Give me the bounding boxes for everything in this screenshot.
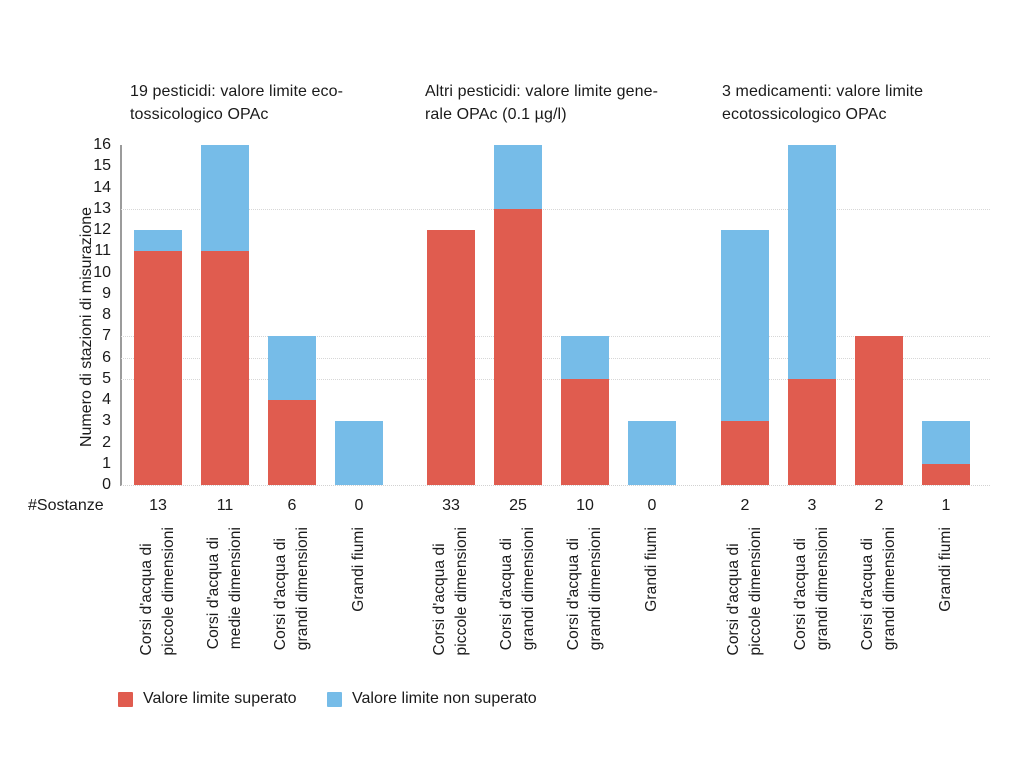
sostanze-value: 0 (647, 497, 657, 514)
y-tick-label: 0 (102, 476, 111, 493)
sostanze-value: 6 (287, 497, 297, 514)
legend: Valore limite superato (118, 690, 297, 708)
bar-segment-non-superato (561, 336, 609, 379)
y-tick-label: 9 (102, 284, 111, 302)
bar-segment-superato (788, 378, 836, 485)
sostanze-value: 10 (576, 497, 594, 514)
gridline-7 (121, 336, 990, 338)
bar-segment-superato (201, 251, 249, 485)
sostanze-value: 13 (149, 497, 167, 514)
y-tick-label: 5 (102, 369, 111, 387)
y-tick-label: 2 (102, 433, 111, 451)
bar-segment-superato (721, 421, 769, 485)
sostanze-value: 2 (740, 497, 750, 514)
category-label: Corsi d'acqua di grandi dimensioni (792, 527, 831, 651)
y-tick-label: 6 (102, 348, 111, 366)
legend-label-superato: Valore limite superato (143, 690, 297, 707)
legend-label-non-superato: Valore limite non superato (352, 690, 537, 707)
bar-segment-non-superato (721, 230, 769, 422)
category-label: Grandi fiumi (643, 527, 660, 612)
y-tick-label: 3 (102, 412, 111, 430)
category-label: Grandi fiumi (937, 527, 954, 612)
category-label: Corsi d'acqua di piccole dimensioni (725, 527, 764, 656)
category-label: Corsi d'acqua di grandi dimensioni (565, 527, 604, 651)
legend-swatch-superato (118, 691, 133, 707)
category-label: Grandi fiumi (350, 527, 367, 612)
bar-segment-superato (855, 336, 903, 485)
bar-segment-superato (494, 208, 542, 485)
bar-segment-superato (561, 378, 609, 485)
gridline-13 (121, 208, 990, 210)
gridline-baseline (121, 485, 990, 486)
y-tick-label: 4 (102, 391, 111, 408)
sostanze-value: 1 (941, 497, 951, 514)
category-label: Corsi d'acqua di grandi dimensioni (498, 527, 537, 651)
y-tick-label: 16 (93, 136, 111, 153)
y-tick-label: 13 (93, 199, 111, 217)
bar-segment-superato (268, 400, 316, 485)
sostanze-value: 11 (216, 497, 234, 514)
legend: Valore limite non superato (327, 690, 537, 708)
bar-segment-non-superato (201, 145, 249, 252)
sostanze-value: 2 (874, 497, 884, 514)
category-label: Corsi d'acqua di piccole dimensioni (138, 527, 177, 656)
sostanze-value: 0 (354, 497, 364, 514)
sostanze-value: 3 (807, 497, 817, 514)
y-tick-label: 8 (102, 306, 111, 323)
category-label: Corsi d'acqua di piccole dimensioni (431, 527, 470, 656)
bar-segment-non-superato (788, 145, 836, 379)
group-title: Altri pesticidi: valore limite gene- ral… (425, 83, 659, 123)
sostanze-value: 25 (509, 497, 527, 514)
category-label: Corsi d'acqua di grandi dimensioni (859, 527, 898, 651)
y-tick-label: 14 (93, 178, 111, 196)
bar-segment-non-superato (494, 145, 542, 209)
y-tick-label: 7 (102, 327, 111, 345)
y-tick-label: 15 (93, 157, 111, 175)
sostanze-value: 33 (442, 497, 460, 514)
bar-segment-non-superato (134, 230, 182, 252)
y-axis-line (120, 145, 122, 486)
y-tick-label: 12 (93, 221, 111, 238)
bar-segment-non-superato (268, 336, 316, 400)
bar-segment-superato (427, 230, 475, 485)
y-tick-label: 10 (93, 263, 111, 281)
category-label: Corsi d'acqua di grandi dimensioni (272, 527, 311, 651)
category-label: Corsi d'acqua di medie dimensioni (205, 527, 244, 650)
y-tick-label: 11 (94, 242, 111, 260)
bar-segment-superato (922, 463, 970, 485)
group-title: 3 medicamenti: valore limite ecotossicol… (722, 83, 924, 123)
gridline-5 (121, 378, 990, 380)
gridline-6 (121, 357, 990, 359)
bar-segment-non-superato (628, 421, 676, 485)
sostanze-row-label: #Sostanze (28, 497, 104, 514)
group-title: 19 pesticidi: valore limite eco- tossico… (130, 83, 344, 123)
bar-segment-non-superato (922, 421, 970, 464)
legend-swatch-non-superato (327, 691, 342, 707)
y-tick-label: 1 (102, 454, 111, 472)
bar-segment-non-superato (335, 421, 383, 485)
bar-segment-superato (134, 251, 182, 485)
